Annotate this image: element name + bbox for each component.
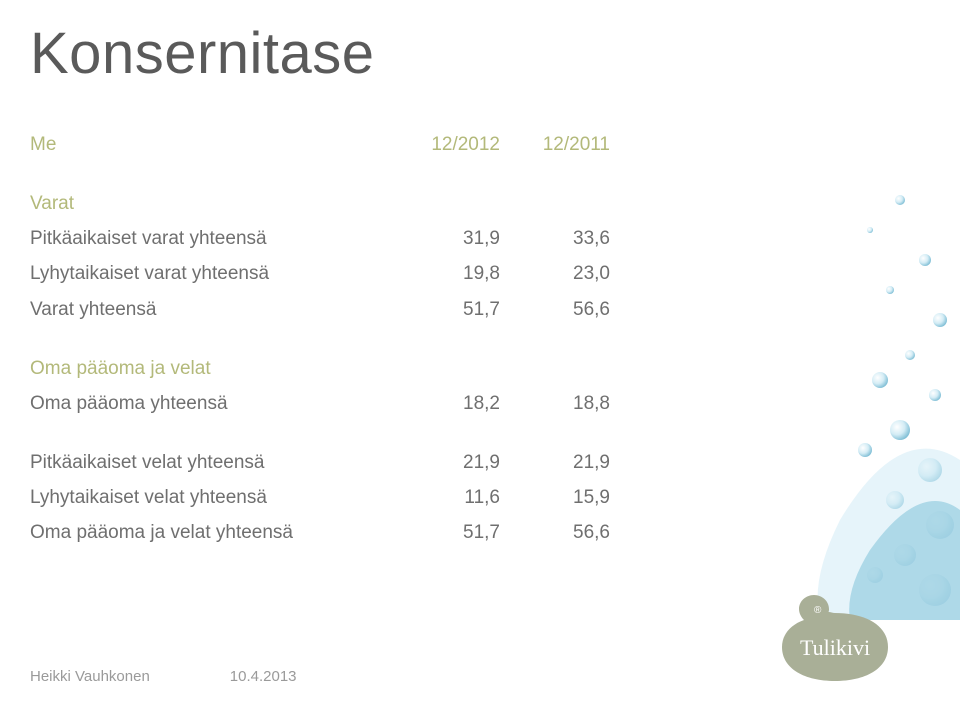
brand-name: Tulikivi bbox=[800, 635, 870, 660]
row-col2: 23,0 bbox=[500, 256, 610, 291]
section-spacer bbox=[30, 421, 610, 445]
section-heading: Varat bbox=[30, 186, 610, 221]
row-col2: 15,9 bbox=[500, 480, 610, 515]
balance-table: Me 12/2012 12/2011 VaratPitkäaikaiset va… bbox=[30, 127, 610, 550]
table-row: Lyhytaikaiset varat yhteensä19,823,0 bbox=[30, 256, 610, 291]
brand-logo: ® Tulikivi bbox=[770, 595, 900, 685]
row-col1: 11,6 bbox=[390, 480, 500, 515]
header-col2: 12/2011 bbox=[500, 127, 610, 162]
row-label: Pitkäaikaiset velat yhteensä bbox=[30, 445, 390, 480]
row-col1: 19,8 bbox=[390, 256, 500, 291]
table-row: Oma pääoma yhteensä18,218,8 bbox=[30, 386, 610, 421]
row-label: Varat yhteensä bbox=[30, 292, 390, 327]
row-label: Lyhytaikaiset velat yhteensä bbox=[30, 480, 390, 515]
footer-date: 10.4.2013 bbox=[230, 668, 297, 685]
table-row: Oma pääoma ja velat yhteensä51,756,6 bbox=[30, 515, 610, 550]
row-col2: 21,9 bbox=[500, 445, 610, 480]
table-row: Varat yhteensä51,756,6 bbox=[30, 292, 610, 327]
table-row: Pitkäaikaiset varat yhteensä31,933,6 bbox=[30, 221, 610, 256]
table-row: Lyhytaikaiset velat yhteensä11,615,9 bbox=[30, 480, 610, 515]
water-splash-art bbox=[640, 120, 960, 620]
table-header: Me 12/2012 12/2011 bbox=[30, 127, 610, 162]
row-col1: 31,9 bbox=[390, 221, 500, 256]
row-label: Oma pääoma ja velat yhteensä bbox=[30, 515, 390, 550]
header-label: Me bbox=[30, 127, 390, 162]
row-label: Lyhytaikaiset varat yhteensä bbox=[30, 256, 390, 291]
row-label: Oma pääoma yhteensä bbox=[30, 386, 390, 421]
row-label: Pitkäaikaiset varat yhteensä bbox=[30, 221, 390, 256]
footer-author: Heikki Vauhkonen bbox=[30, 668, 150, 685]
row-col2: 33,6 bbox=[500, 221, 610, 256]
section-heading: Oma pääoma ja velat bbox=[30, 351, 610, 386]
page-title: Konsernitase bbox=[30, 20, 900, 87]
registered-mark: ® bbox=[814, 605, 822, 616]
row-col2: 56,6 bbox=[500, 515, 610, 550]
footer: Heikki Vauhkonen 10.4.2013 bbox=[30, 668, 297, 685]
row-col1: 51,7 bbox=[390, 515, 500, 550]
row-col1: 51,7 bbox=[390, 292, 500, 327]
header-col1: 12/2012 bbox=[390, 127, 500, 162]
section-heading-label: Varat bbox=[30, 186, 390, 221]
table-body: VaratPitkäaikaiset varat yhteensä31,933,… bbox=[30, 186, 610, 550]
section-heading-label: Oma pääoma ja velat bbox=[30, 351, 390, 386]
row-col2: 56,6 bbox=[500, 292, 610, 327]
row-col2: 18,8 bbox=[500, 386, 610, 421]
row-col1: 18,2 bbox=[390, 386, 500, 421]
table-row: Pitkäaikaiset velat yhteensä21,921,9 bbox=[30, 445, 610, 480]
row-col1: 21,9 bbox=[390, 445, 500, 480]
